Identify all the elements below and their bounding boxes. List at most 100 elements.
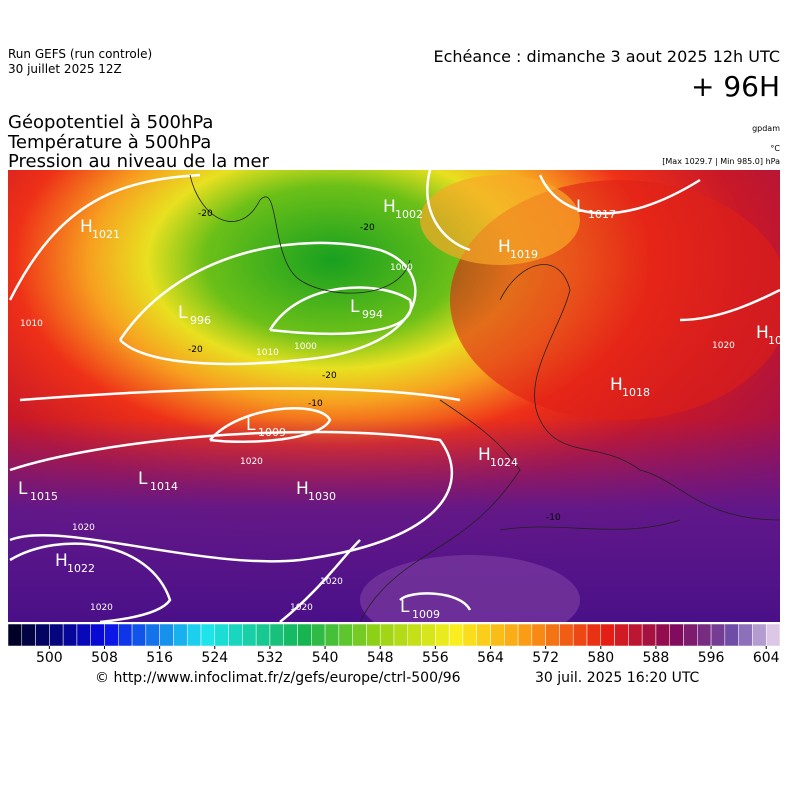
color-box [200,623,216,647]
center-value: 1019 [510,248,538,261]
footer-url: © http://www.infoclimat.fr/z/gefs/europe… [95,670,461,686]
color-box [683,623,698,647]
echeance: Echéance : dimanche 3 aout 2025 12h UTC [433,47,780,66]
isotherm-label: -10 [546,513,561,523]
isobar-label: 1010 [20,319,43,329]
tick-label: 572 [532,650,559,666]
color-box [62,623,78,647]
layer: Pression au niveau de la mer [8,151,270,172]
color-box [641,623,657,647]
isotherm-label: -20 [188,345,203,355]
center-value: 1022 [67,562,95,575]
color-box [366,623,381,647]
center-letter: L [178,303,188,323]
map [8,170,780,622]
center-letter: L [400,597,410,617]
color-box [421,623,436,647]
tick-label: 500 [36,650,63,666]
center-value: 1018 [622,386,650,399]
isobar-label: 1020 [290,603,313,613]
color-box [297,623,312,647]
center-value: 1002 [395,208,423,221]
center-letter: H [756,323,769,343]
color-box [435,623,450,647]
color-box [269,623,284,647]
center-letter: H [383,197,396,217]
color-box [49,623,64,647]
center-value: 1015 [30,490,58,503]
color-box [752,623,767,647]
isobar-label: 1000 [294,342,317,352]
tick-label: 516 [146,650,173,666]
color-box [462,623,477,647]
isobar-label: 1000 [390,263,413,273]
isobar-label: 1020 [72,523,95,533]
run: Run GEFS (run controle) [8,47,152,61]
color-box [76,623,91,647]
center-value: 1009 [412,608,440,621]
center-letter: H [478,445,491,465]
color-box [517,623,533,647]
color-box [504,623,519,647]
color-box [242,623,257,647]
color-box [545,623,560,647]
tick-label: 556 [422,650,449,666]
color-box [214,623,229,647]
color-box [338,623,353,647]
color-box [173,623,188,647]
layer: Température à 500hPa [7,132,211,153]
color-box [104,623,119,647]
isobar-label: 1020 [240,457,263,467]
center-value: 1009 [258,426,286,439]
center-value: 10 [768,334,782,347]
tick-label: 524 [201,650,228,666]
center-value: 1017 [588,208,616,221]
center-value: 994 [362,308,383,321]
tick-label: 580 [587,650,614,666]
color-box [559,623,574,647]
unit: gpdam [752,124,780,133]
color-box [393,623,409,647]
color-box [490,623,505,647]
tick-label: 564 [477,650,504,666]
unit: °C [770,144,780,153]
center-value: 1024 [490,456,518,469]
color-box [7,623,23,647]
color-box [145,623,160,647]
color-box [724,623,739,647]
center-letter: L [576,197,586,217]
tick-label: 540 [312,650,339,666]
color-box [476,623,491,647]
center-letter: L [350,297,360,317]
center-letter: H [610,375,623,395]
color-box [586,623,602,647]
color-box [710,623,726,647]
run-date: 30 juillet 2025 12Z [8,62,122,76]
tick-label: 532 [257,650,284,666]
color-box [118,623,133,647]
tick-label: 508 [91,650,118,666]
color-box [407,623,422,647]
isobar-label: 1010 [256,348,279,358]
center-letter: H [55,551,68,571]
lead-time: + 96H [691,70,780,103]
tick-label: 588 [643,650,670,666]
color-box [669,623,684,647]
color-box [448,623,464,647]
color-box [90,623,105,647]
extremes: [Max 1029.7 | Min 985.0] hPa [662,157,780,166]
isobar-label: 1020 [90,603,113,613]
center-letter: H [296,479,309,499]
color-box [131,623,147,647]
tick-label: 596 [698,650,725,666]
color-box [531,623,546,647]
color-box [311,623,326,647]
color-box [614,623,629,647]
center-letter: L [18,479,28,499]
color-box [697,623,712,647]
color-box [738,623,753,647]
color-box [655,623,670,647]
color-box [21,623,36,647]
color-box [324,623,340,647]
